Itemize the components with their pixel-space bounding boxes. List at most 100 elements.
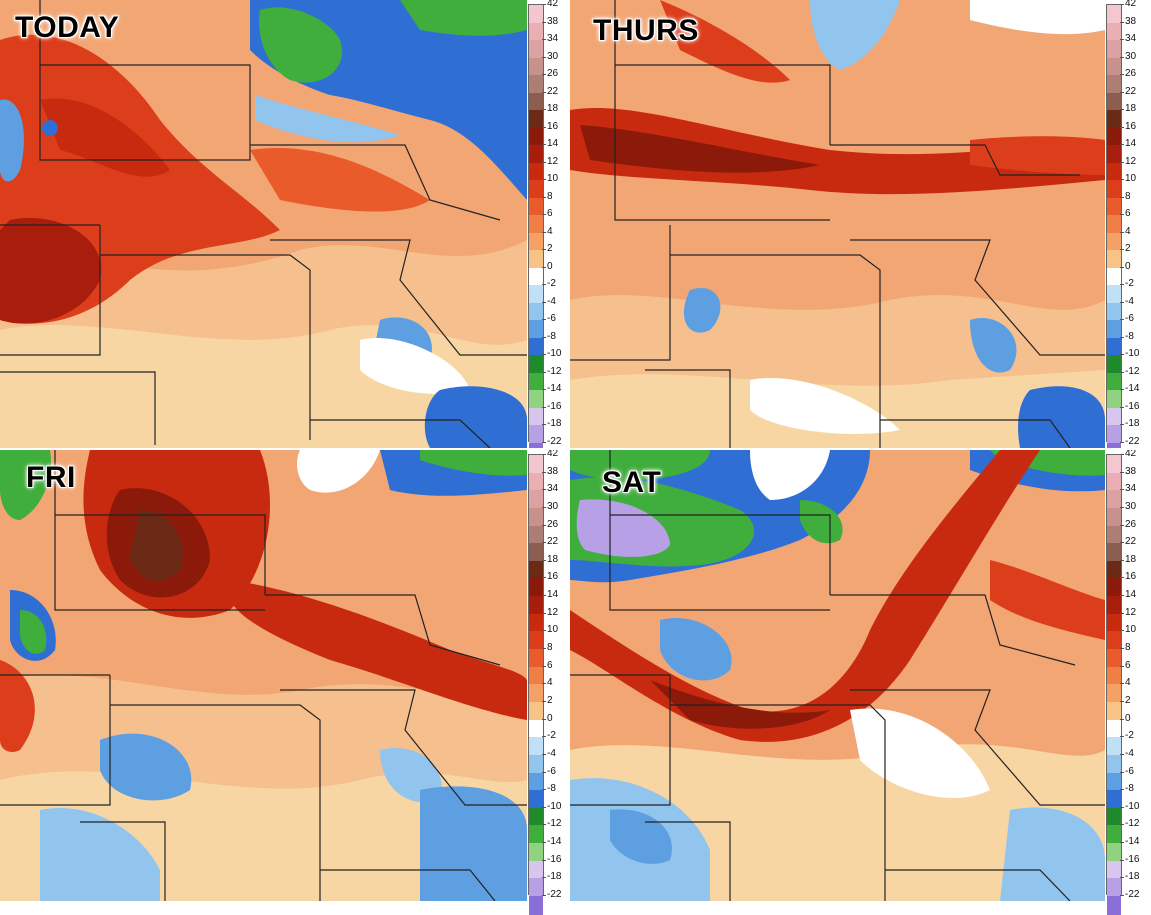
color-scale-tick <box>542 389 546 391</box>
color-scale-label: -10 <box>547 800 562 812</box>
color-scale-tick <box>542 354 546 356</box>
panel-title-thurs: THURS <box>593 14 699 47</box>
color-scale-label: 18 <box>1125 553 1137 565</box>
color-scale-label: -18 <box>547 418 562 430</box>
color-scale-swatch <box>529 613 543 633</box>
color-scale-swatch <box>1107 425 1121 444</box>
color-scale-swatch <box>1107 560 1121 580</box>
color-scale-tick <box>542 39 546 41</box>
color-scale-label: 10 <box>547 624 559 636</box>
color-scale-swatch <box>529 267 543 287</box>
color-scale-tick <box>1120 301 1124 303</box>
color-scale-tick <box>1120 736 1124 738</box>
color-scale-tick <box>1120 109 1124 111</box>
color-scale-label: 16 <box>1125 571 1137 583</box>
color-scale-swatch <box>529 285 543 304</box>
color-scale-tick <box>1120 424 1124 426</box>
color-scale-tick <box>1120 524 1124 526</box>
color-scale-tick <box>1120 859 1124 861</box>
color-scale-swatch <box>529 455 543 474</box>
color-scale-tick <box>1120 895 1124 896</box>
color-scale-tick <box>542 559 546 561</box>
color-scale-tick <box>542 91 546 93</box>
color-scale-swatch <box>529 860 543 880</box>
color-scale-swatch <box>529 666 543 686</box>
color-scale-tick <box>542 4 546 5</box>
color-scale-bar <box>528 4 544 462</box>
color-scale-swatch <box>1107 525 1121 545</box>
color-scale-swatch <box>1107 407 1121 427</box>
color-scale-tick <box>542 630 546 632</box>
color-scale-label: -22 <box>1125 436 1140 447</box>
color-scale-tick <box>542 665 546 667</box>
color-scale-label: -14 <box>1125 836 1140 848</box>
color-scale-tick <box>1120 21 1124 23</box>
color-scale-label: -14 <box>547 383 562 395</box>
color-scale-tick <box>542 577 546 579</box>
color-scale-tick <box>542 771 546 773</box>
color-scale-label: -12 <box>547 818 562 830</box>
color-scale-swatch <box>1107 472 1121 492</box>
color-scale-tick <box>542 266 546 268</box>
color-scale-label: 26 <box>547 68 559 80</box>
color-scale-swatch <box>529 180 543 199</box>
color-scale-label: -10 <box>547 348 562 360</box>
color-scale-label: -22 <box>547 889 562 900</box>
color-scale-label: -4 <box>1125 747 1134 759</box>
color-scale-tick <box>1120 4 1124 5</box>
color-scale-tick <box>1120 630 1124 632</box>
temperature-anomaly-map-sat <box>570 450 1105 901</box>
color-scale-label: -22 <box>547 436 562 447</box>
color-scale-swatch <box>529 596 543 615</box>
color-scale-tick <box>542 612 546 614</box>
color-scale-label: 0 <box>1125 260 1131 272</box>
color-scale-tick <box>542 524 546 526</box>
color-scale-swatch <box>529 807 543 827</box>
color-scale-swatch <box>529 127 543 147</box>
color-scale-label: -14 <box>1125 383 1140 395</box>
color-scale-label: 16 <box>547 120 559 132</box>
color-scale-tick <box>1120 806 1124 808</box>
color-scale-tick <box>1120 161 1124 163</box>
color-scale-swatch <box>1107 455 1121 474</box>
color-scale-swatch <box>1107 267 1121 287</box>
color-scale-label: 0 <box>1125 712 1131 724</box>
color-scale-swatch <box>529 5 543 24</box>
color-scale-tick <box>542 789 546 791</box>
color-scale-label: 42 <box>1125 448 1137 459</box>
color-scale-swatch <box>529 337 543 357</box>
color-scale-tick <box>1120 266 1124 268</box>
color-scale-tick <box>542 454 546 455</box>
color-scale-swatch <box>1107 790 1121 809</box>
color-scale-label: -16 <box>1125 400 1140 412</box>
color-scale-swatch <box>1107 390 1121 409</box>
color-scale-tick <box>542 683 546 685</box>
color-scale-label: -10 <box>1125 348 1140 360</box>
color-scale-swatch <box>1107 337 1121 357</box>
color-scale-swatch <box>529 92 543 112</box>
color-scale-swatch <box>529 302 543 322</box>
color-scale-tick <box>542 542 546 544</box>
color-scale-label: 6 <box>1125 208 1131 220</box>
color-scale-label: 2 <box>1125 694 1131 706</box>
color-scale-label: 10 <box>1125 624 1137 636</box>
color-scale-tick <box>542 109 546 111</box>
color-scale-tick <box>542 700 546 702</box>
temperature-anomaly-map-today <box>0 0 527 448</box>
color-scale-tick <box>1120 249 1124 251</box>
color-scale-label: -2 <box>1125 278 1134 290</box>
color-scale-top-left: 42 38 34 30 26 22 18 16 14 12 10 8 6 4 2 0 -2 -4 -6 -8 -10 -1… <box>527 0 570 462</box>
color-scale-tick <box>1120 336 1124 338</box>
color-scale-swatch <box>1107 110 1121 129</box>
color-scale-tick <box>1120 74 1124 76</box>
color-scale-swatch <box>529 407 543 427</box>
temperature-anomaly-map-fri <box>0 450 527 901</box>
color-scale-tick <box>542 753 546 755</box>
color-scale-label: 14 <box>547 138 559 150</box>
color-scale-swatch <box>1107 75 1121 94</box>
color-scale-swatch <box>529 631 543 651</box>
color-scale-swatch <box>1107 302 1121 322</box>
color-scale-swatch <box>529 684 543 703</box>
color-scale-label: -14 <box>547 836 562 848</box>
color-scale-tick <box>542 319 546 321</box>
